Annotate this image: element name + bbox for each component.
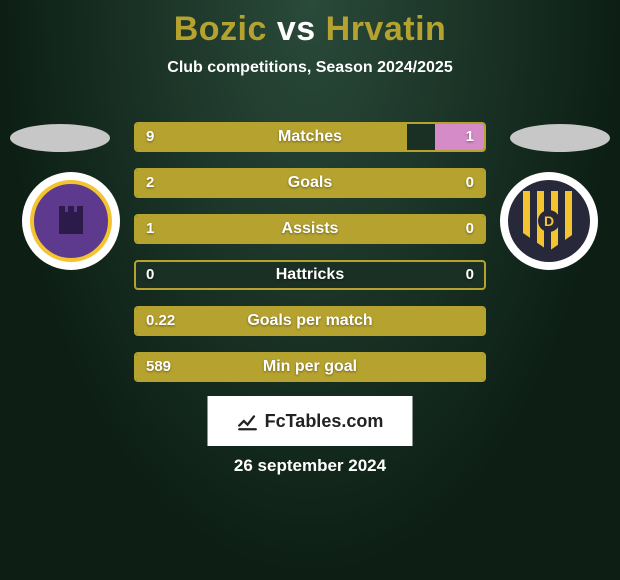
stat-row: 1Assists0: [134, 214, 486, 244]
brand-text: FcTables.com: [265, 411, 384, 432]
shadow-ellipse-right: [510, 124, 610, 152]
stat-value-right: 0: [466, 262, 474, 288]
castle-icon: [59, 212, 83, 234]
club-badge-left: [22, 172, 120, 270]
club-badge-right: D: [500, 172, 598, 270]
stat-bars: 9Matches12Goals01Assists00Hattricks00.22…: [134, 122, 486, 382]
page-title: Bozic vs Hrvatin: [0, 0, 620, 49]
stat-row: 9Matches1: [134, 122, 486, 152]
player1-name: Bozic: [174, 10, 267, 48]
stat-label: Min per goal: [136, 354, 484, 380]
stat-value-right: 0: [466, 170, 474, 196]
stat-row: 2Goals0: [134, 168, 486, 198]
stat-label: Goals: [136, 170, 484, 196]
shadow-ellipse-left: [10, 124, 110, 152]
stat-row: 589Min per goal: [134, 352, 486, 382]
vs-label: vs: [277, 10, 316, 48]
date-text: 26 september 2024: [0, 456, 620, 476]
domzale-crest: D: [508, 180, 590, 262]
maribor-crest: [30, 180, 112, 262]
club-letter: D: [538, 210, 560, 232]
stat-value-right: 1: [466, 124, 474, 150]
stat-value-right: 0: [466, 216, 474, 242]
stat-row: 0.22Goals per match: [134, 306, 486, 336]
brand-box[interactable]: FcTables.com: [208, 396, 413, 446]
stat-label: Hattricks: [136, 262, 484, 288]
stat-row: 0Hattricks0: [134, 260, 486, 290]
stat-label: Matches: [136, 124, 484, 150]
stat-label: Goals per match: [136, 308, 484, 334]
subtitle: Club competitions, Season 2024/2025: [0, 59, 620, 77]
chart-icon: [237, 410, 259, 432]
player2-name: Hrvatin: [326, 10, 447, 48]
shield-icon: D: [523, 191, 575, 251]
stat-label: Assists: [136, 216, 484, 242]
